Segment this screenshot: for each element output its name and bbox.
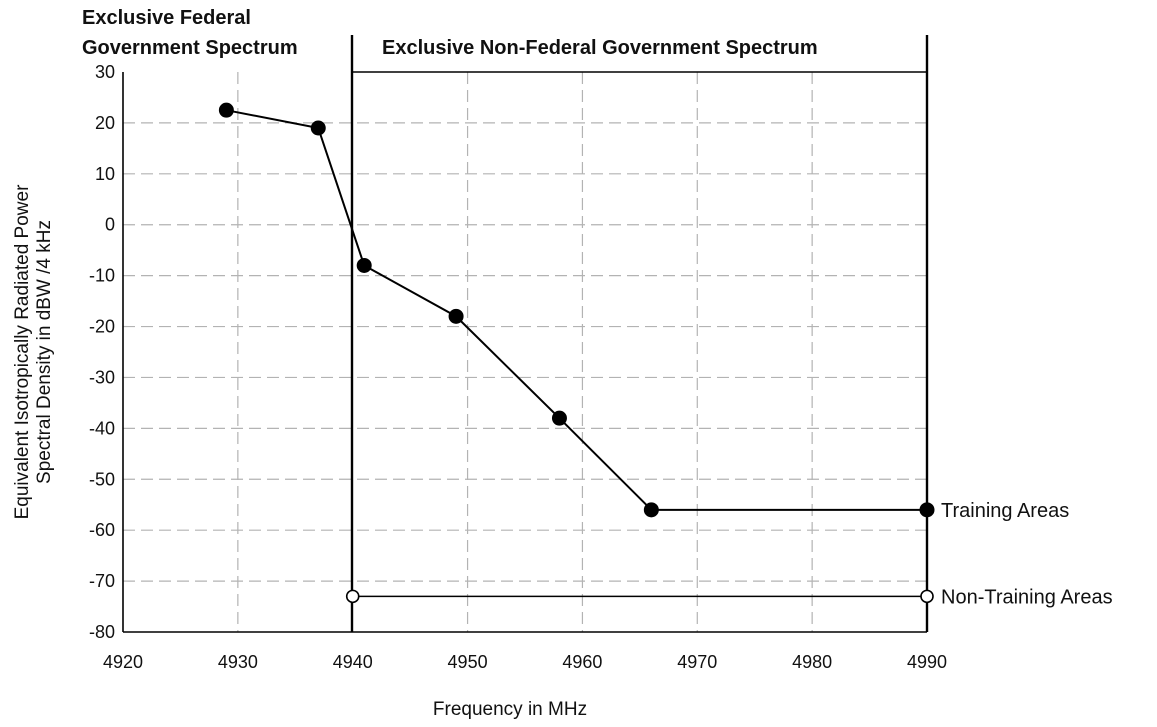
y-tick-label: -70 [89,571,115,591]
region-label-federal-line2: Government Spectrum [82,37,298,59]
data-point [920,589,934,604]
x-tick-label: 4990 [907,652,947,672]
y-tick-label: 20 [95,113,115,133]
data-point [345,589,360,604]
y-tick-label: 10 [95,164,115,184]
x-tick-label: 4940 [333,652,373,672]
series-label: Non-Training Areas [941,586,1113,608]
y-tick-label: -30 [89,367,115,387]
x-tick-label: 4920 [103,652,143,672]
series-label: Training Areas [941,500,1069,522]
grid-lines [123,72,927,632]
y-tick-label: -40 [89,418,115,438]
x-tick-labels: 4920 4930 4940 4950 4960 4970 4980 4990 [103,652,947,672]
y-tick-label: -50 [89,469,115,489]
region-label-federal-line1: Exclusive Federal [82,7,251,29]
y-axis-title-line1: Equivalent Isotropically Radiated Power [12,184,33,519]
y-tick-labels: 30 20 10 0 -10 -20 -30 -40 -50 -60 -70 -80 [89,62,115,642]
data-point [448,308,464,324]
x-tick-label: 4950 [448,652,488,672]
y-tick-label: -20 [89,317,115,337]
x-tick-label: 4930 [218,652,258,672]
data-point [643,502,659,518]
region-label-non-federal: Exclusive Non-Federal Government Spectru… [382,37,818,59]
y-tick-label: -10 [89,266,115,286]
x-axis-title: Frequency in MHz [433,699,587,720]
x-tick-label: 4970 [677,652,717,672]
y-tick-label: 30 [95,62,115,82]
y-axis-title: Equivalent Isotropically Radiated Power … [12,184,55,519]
y-tick-label: 0 [105,215,115,235]
y-axis-title-line2: Spectral Density in dBW /4 kHz [34,220,55,484]
series-1: Non-Training Areas [345,586,1113,608]
x-tick-label: 4980 [792,652,832,672]
y-tick-label: -60 [89,520,115,540]
data-point [218,102,234,118]
series-layer: Training Areas Non-Training Areas [218,102,1113,608]
y-tick-label: -80 [89,622,115,642]
data-point [310,120,326,136]
x-tick-label: 4960 [562,652,602,672]
data-point [356,257,372,273]
data-point [551,410,567,426]
series-0: Training Areas [218,102,1069,522]
data-point [919,502,935,518]
series-line [226,109,927,511]
